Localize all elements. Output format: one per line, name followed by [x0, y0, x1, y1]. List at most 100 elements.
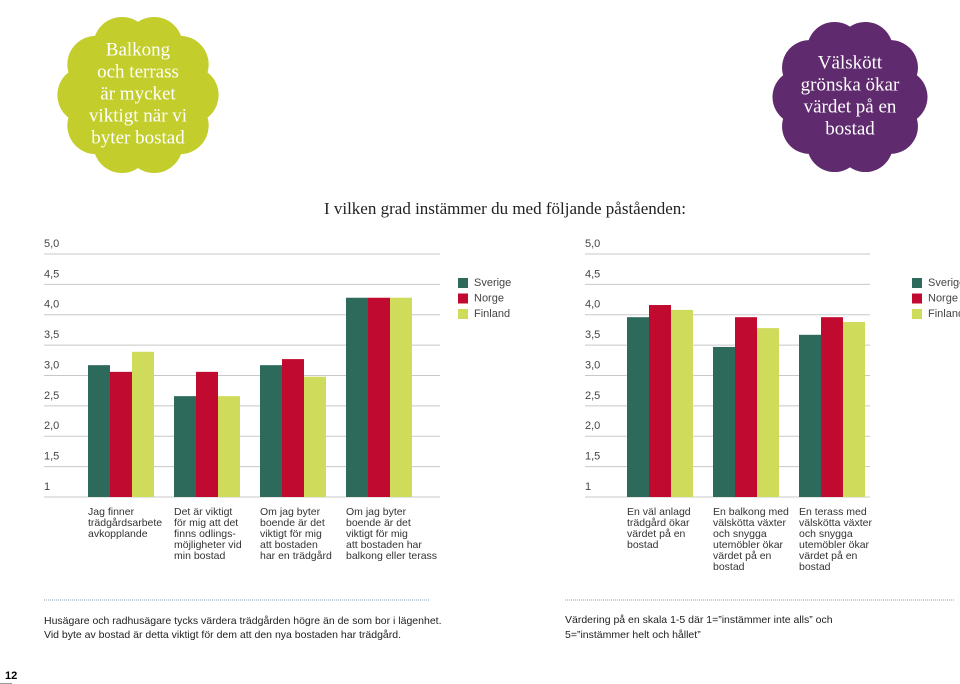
- bar: [304, 376, 326, 497]
- bar: [282, 359, 304, 497]
- y-tick-label: 4,5: [585, 268, 600, 280]
- bar: [390, 297, 412, 497]
- category-label: bostad: [627, 539, 659, 551]
- category-label: En väl anlagd: [627, 506, 691, 518]
- y-tick-label: 5,0: [585, 238, 600, 250]
- category-label: utemöbler ökar: [713, 539, 784, 551]
- bar: [196, 371, 218, 497]
- category-label: Det är viktigt: [174, 506, 232, 518]
- bar: [218, 396, 240, 497]
- bar: [110, 371, 132, 497]
- y-tick-label: 2,5: [585, 390, 600, 402]
- y-tick-label: 2,0: [585, 420, 600, 432]
- y-tick-label: 4,0: [585, 299, 600, 311]
- category-label: bostad: [799, 561, 831, 573]
- bar: [627, 317, 649, 497]
- legend-swatch: [458, 278, 468, 288]
- flower-text: grönska ökar: [801, 74, 900, 95]
- category-label: för mig att det: [174, 517, 238, 529]
- legend-label: Norge: [928, 292, 958, 304]
- category-label: trädgård ökar: [627, 517, 690, 529]
- bar: [799, 334, 821, 497]
- y-tick-label: 3,5: [44, 329, 59, 341]
- note: Husägare och radhusägare tycks värdera t…: [44, 615, 442, 627]
- category-label: min bostad: [174, 550, 226, 562]
- flower-text: värdet på en: [804, 96, 897, 117]
- page-number: 12: [5, 670, 17, 682]
- legend-swatch: [912, 309, 922, 319]
- legend-swatch: [458, 309, 468, 319]
- flower-text: bostad: [825, 118, 875, 139]
- bar: [368, 297, 390, 497]
- y-tick-label: 1,5: [585, 451, 600, 463]
- category-label: boende är det: [260, 517, 325, 529]
- category-label: balkong eller terass: [346, 550, 437, 562]
- flower-text: byter bostad: [91, 127, 185, 148]
- bar: [713, 346, 735, 497]
- y-tick-label: 2,5: [44, 390, 59, 402]
- note: Värdering på en skala 1-5 där 1=”instämm…: [565, 614, 833, 626]
- category-label: välskötta växter: [799, 517, 872, 529]
- bar: [88, 365, 110, 497]
- category-label: att bostaden har: [346, 539, 422, 551]
- category-label: finns odlings-: [174, 528, 236, 540]
- y-tick-label: 1: [585, 481, 591, 493]
- category-label: möjligheter vid: [174, 539, 242, 551]
- question: I vilken grad instämmer du med följande …: [324, 199, 686, 218]
- category-label: En balkong med: [713, 506, 789, 518]
- legend-label: Norge: [474, 292, 504, 304]
- legend-swatch: [458, 293, 468, 304]
- category-label: utemöbler ökar: [799, 539, 870, 551]
- bar: [821, 317, 843, 497]
- y-tick-label: 4,5: [44, 268, 59, 280]
- flower-text: viktigt när vi: [89, 105, 187, 126]
- category-label: välskötta växter: [713, 517, 786, 529]
- flower-center: [797, 44, 903, 150]
- bar: [260, 365, 282, 497]
- flower-text: Välskött: [818, 52, 883, 73]
- category-label: och snygga: [799, 528, 853, 540]
- y-tick-label: 3,0: [44, 359, 59, 371]
- y-tick-label: 1,5: [44, 451, 59, 463]
- legend-label: Finland: [928, 308, 960, 320]
- category-label: viktigt för mig: [346, 528, 408, 540]
- category-label: värdet på en: [627, 528, 686, 540]
- y-tick-label: 3,0: [585, 359, 600, 371]
- bar: [346, 297, 368, 497]
- y-tick-label: 3,5: [585, 329, 600, 341]
- category-label: bostad: [713, 561, 745, 573]
- flower-text: och terrass: [97, 61, 179, 82]
- legend-label: Sverige: [474, 277, 511, 289]
- category-label: Om jag byter: [260, 506, 321, 518]
- bar: [649, 305, 671, 497]
- legend-swatch: [912, 278, 922, 288]
- category-label: att bostaden: [260, 539, 318, 551]
- bar: [735, 317, 757, 497]
- y-tick-label: 2,0: [44, 420, 59, 432]
- y-tick-label: 4,0: [44, 299, 59, 311]
- flower-center: [83, 40, 193, 150]
- y-tick-label: 1: [44, 481, 50, 493]
- legend-swatch: [912, 293, 922, 304]
- bar: [174, 396, 196, 497]
- flower-text: Balkong: [106, 39, 171, 60]
- category-label: värdet på en: [799, 550, 858, 562]
- legend-label: Sverige: [928, 277, 960, 289]
- note: Vid byte av bostad är detta viktigt för …: [44, 629, 401, 641]
- category-label: viktigt för mig: [260, 528, 322, 540]
- legend-label: Finland: [474, 308, 510, 320]
- category-label: Om jag byter: [346, 506, 407, 518]
- bar: [671, 309, 693, 497]
- category-label: trädgårdsarbete: [88, 517, 162, 529]
- category-label: och snygga: [713, 528, 767, 540]
- category-label: En terass med: [799, 506, 867, 518]
- category-label: boende är det: [346, 517, 411, 529]
- category-label: värdet på en: [713, 550, 772, 562]
- bar: [757, 328, 779, 497]
- category-label: avkopplande: [88, 528, 148, 540]
- y-tick-label: 5,0: [44, 238, 59, 250]
